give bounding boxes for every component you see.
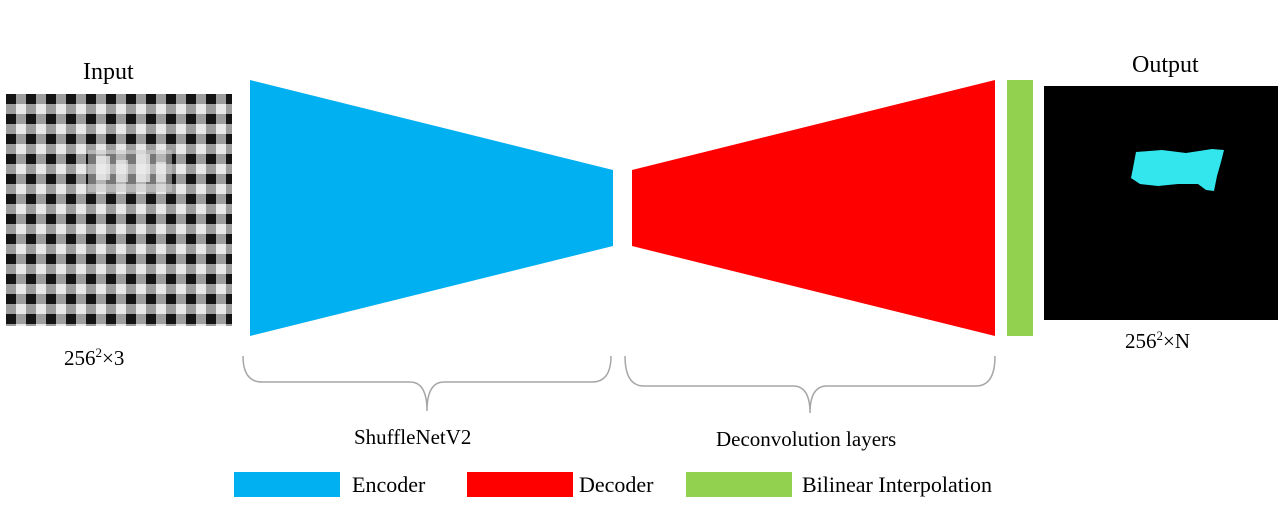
fabric-defect [88, 150, 172, 192]
input-dims-rest: ×3 [102, 346, 124, 370]
legend-swatch-decoder [467, 472, 573, 497]
input-dimensions: 2562×3 [64, 346, 124, 370]
bilinear-interpolation-block [1007, 80, 1033, 336]
legend-label-encoder: Encoder [352, 472, 425, 498]
legend-label-decoder: Decoder [579, 472, 654, 498]
encoder-block [250, 80, 613, 336]
legend-label-bilinear: Bilinear Interpolation [802, 472, 992, 498]
output-image [1044, 86, 1278, 320]
decoder-brace [625, 356, 995, 413]
legend-swatch-bilinear [686, 472, 792, 497]
output-dims-base: 256 [1125, 329, 1157, 353]
input-dims-base: 256 [64, 346, 96, 370]
decoder-brace-label: Deconvolution layers [716, 427, 896, 451]
legend-swatch-encoder [234, 472, 340, 497]
input-image [6, 94, 232, 326]
decoder-block [632, 80, 995, 336]
output-dimensions: 2562×N [1125, 329, 1190, 353]
encoder-brace-label: ShuffleNetV2 [354, 425, 471, 449]
output-dims-rest: ×N [1163, 329, 1190, 353]
output-title: Output [1132, 51, 1199, 79]
encoder-brace [243, 356, 611, 411]
input-title: Input [83, 58, 134, 86]
